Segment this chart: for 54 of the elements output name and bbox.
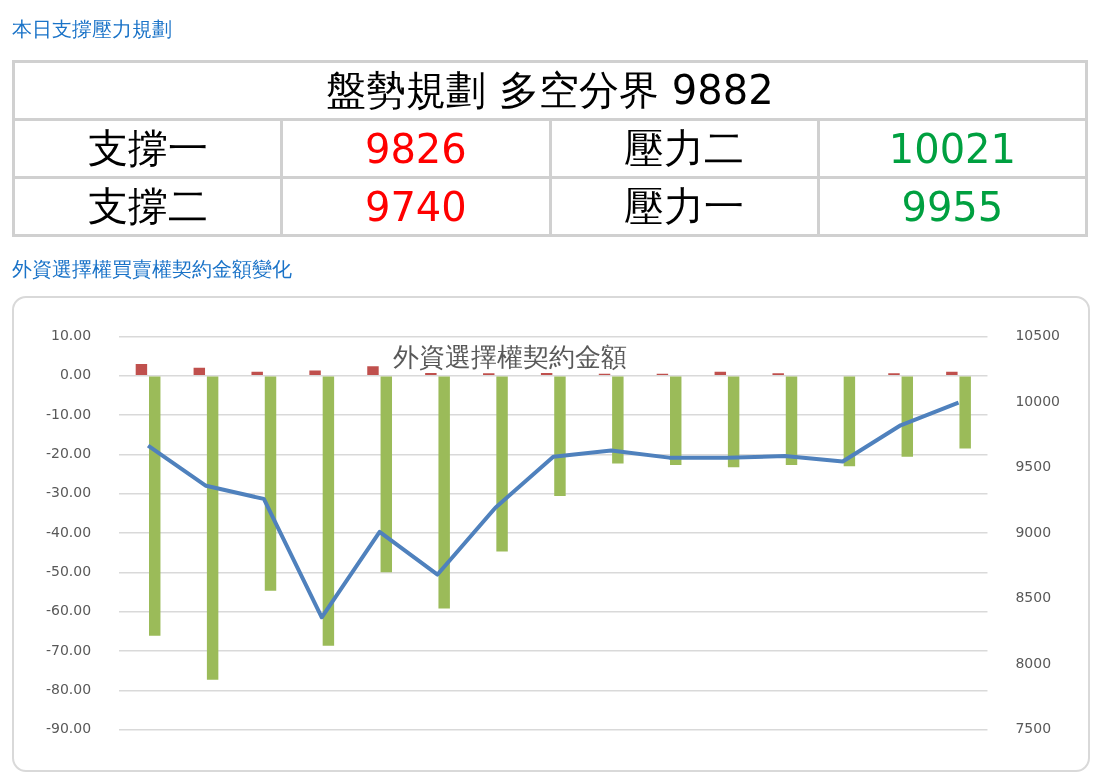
bar: [206, 376, 219, 680]
chart-title: 外資選擇權買賣權契約金額變化: [12, 256, 292, 283]
text: 10021: [818, 119, 1087, 178]
y-tick-label: 10.00: [51, 327, 92, 344]
bar: [264, 376, 277, 591]
y2-tick-label: 10500: [1015, 327, 1061, 344]
bar: [714, 371, 727, 375]
y-tick-label: -20.00: [45, 445, 92, 461]
bar: [946, 371, 958, 375]
y-tick-label: 0.00: [59, 366, 92, 383]
bar: [670, 376, 682, 465]
text: 9955: [818, 177, 1087, 236]
text: 9740: [281, 177, 550, 236]
y-tick-label: -30.00: [45, 484, 92, 501]
y-tick-label: -50.00: [45, 562, 92, 579]
y2-tick-label: 9000: [1015, 523, 1052, 540]
bar: [322, 376, 335, 646]
bar: [149, 376, 161, 636]
bar: [367, 366, 379, 375]
y-tick-label: -70.00: [45, 641, 92, 658]
bar: [193, 367, 206, 375]
y-tick-label: -60.00: [45, 602, 92, 619]
y2-tick-label: 8500: [1015, 589, 1052, 606]
text: 支撐一: [13, 119, 282, 178]
text: 壓力二: [550, 119, 819, 178]
bar: [612, 376, 624, 464]
y-tick-label: -90.00: [45, 720, 92, 737]
y-tick-label: -80.00: [45, 680, 92, 697]
text: 支撐二: [13, 177, 282, 236]
bar: [785, 376, 798, 465]
bar: [554, 376, 566, 497]
bar: [425, 372, 437, 375]
bar: [843, 376, 856, 467]
y2-tick-label: 10000: [1015, 392, 1061, 409]
bar: [309, 370, 321, 375]
text: 壓力一: [550, 177, 819, 236]
bar: [438, 376, 450, 609]
bar: [540, 372, 553, 375]
y2-tick-label: 9500: [1015, 458, 1052, 475]
bar: [251, 371, 263, 375]
y-tick-label: -40.00: [45, 523, 92, 540]
bar: [496, 376, 508, 552]
bar: [380, 376, 393, 573]
y2-tick-label: 8000: [1015, 654, 1052, 671]
text: 9826: [281, 119, 550, 178]
bar: [135, 363, 148, 375]
chart-subtitle: 外資選擇權契約金額: [393, 342, 627, 372]
bar: [727, 376, 740, 468]
text: 本日支撐壓力規劃: [12, 16, 172, 43]
text: 盤勢規劃 多空分界 9882: [13, 61, 1087, 120]
bar: [959, 376, 971, 449]
y-tick-label: -10.00: [45, 405, 92, 422]
y2-tick-label: 7500: [1015, 720, 1052, 737]
bar: [901, 376, 914, 457]
